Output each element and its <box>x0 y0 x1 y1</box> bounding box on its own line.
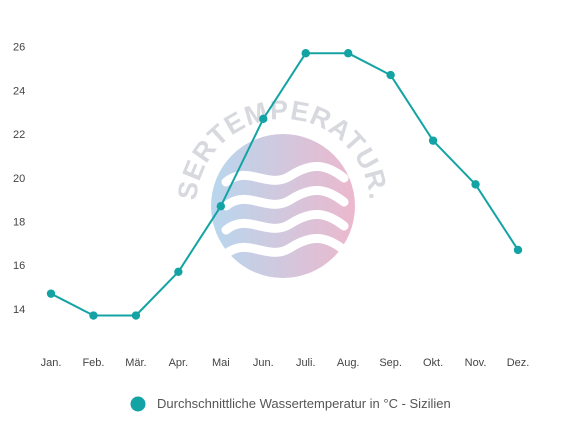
watermark-waves-icon <box>221 162 349 259</box>
y-tick-label: 26 <box>13 42 25 54</box>
watermark-wave-3 <box>221 210 349 235</box>
x-tick-label: Sep. <box>379 357 402 369</box>
x-tick-label: Mai <box>212 357 230 369</box>
watermark-wave-4 <box>221 234 349 259</box>
data-point[interactable] <box>259 114 268 124</box>
data-point[interactable] <box>174 267 183 276</box>
watermark-wave-1 <box>221 162 349 187</box>
data-point[interactable] <box>471 180 480 189</box>
legend[interactable]: Durchschnittliche Wassertemperatur in °C… <box>130 396 451 412</box>
data-point[interactable] <box>301 49 310 58</box>
data-point[interactable] <box>89 311 98 320</box>
data-point[interactable] <box>216 202 226 211</box>
x-tick-label: Aug. <box>337 357 360 369</box>
data-point[interactable] <box>46 289 56 298</box>
watermark-logo: WASSERTEMPERATUR.ORG <box>0 0 393 278</box>
x-tick-label: Mär. <box>125 357 146 369</box>
y-tick-label: 18 <box>13 217 25 229</box>
data-point[interactable] <box>513 245 523 255</box>
x-axis-ticks: Jan. Feb. Mär. Apr. Mai Jun. Juli. Aug. Sep. Okt.… <box>41 357 530 369</box>
y-axis-ticks: 14 16 18 20 22 24 26 <box>13 42 25 316</box>
watermark-wave-2 <box>221 186 349 211</box>
x-tick-label: Jun. <box>253 357 274 369</box>
x-tick-label: Okt. <box>423 357 443 369</box>
y-tick-label: 22 <box>13 129 25 141</box>
x-tick-label: Juli. <box>296 357 316 369</box>
x-tick-label: Apr. <box>169 357 189 369</box>
x-tick-label: Jan. <box>41 357 62 369</box>
x-tick-label: Feb. <box>82 357 104 369</box>
y-tick-label: 16 <box>13 260 25 272</box>
y-tick-label: 24 <box>13 85 25 97</box>
x-tick-label: Nov. <box>465 357 487 369</box>
data-point[interactable] <box>428 136 438 145</box>
series-layer <box>46 49 523 320</box>
legend-marker <box>130 396 146 412</box>
data-point[interactable] <box>386 70 395 80</box>
y-tick-label: 14 <box>13 304 25 316</box>
y-tick-label: 20 <box>13 173 25 185</box>
series-line <box>50 52 519 317</box>
data-point[interactable] <box>343 49 353 58</box>
data-point[interactable] <box>131 311 141 320</box>
x-tick-label: Dez. <box>507 357 530 369</box>
legend-label: Durchschnittliche Wassertemperatur in °C… <box>157 396 451 411</box>
